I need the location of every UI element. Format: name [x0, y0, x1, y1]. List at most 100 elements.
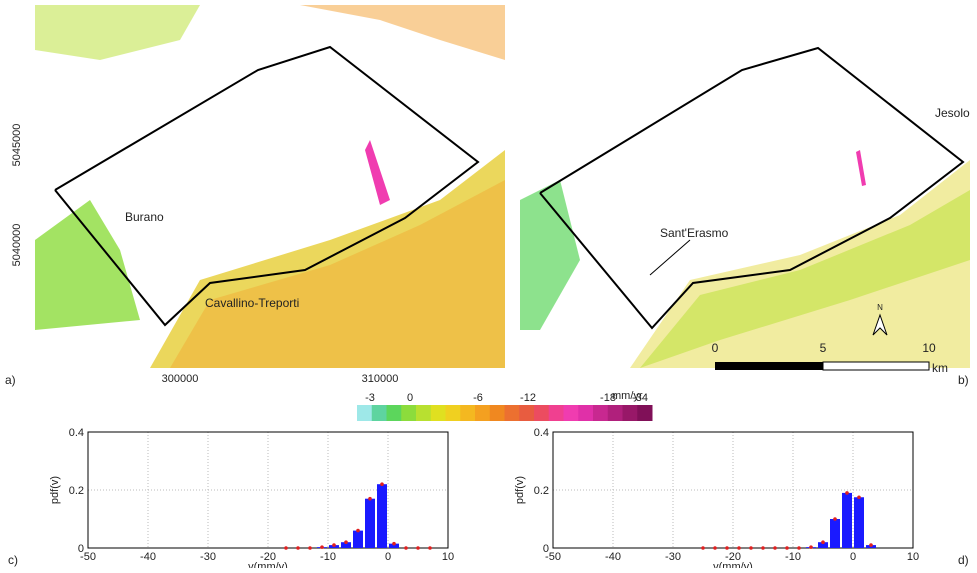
axes-frame	[552, 431, 914, 549]
bin-marker	[320, 545, 324, 549]
bar	[842, 492, 852, 548]
bin-marker	[725, 546, 729, 550]
colorbar-swatch	[534, 405, 550, 421]
panel-label: c)	[8, 553, 18, 567]
x-tick-label: 310000	[362, 373, 399, 385]
bin-marker	[713, 546, 717, 550]
panel-label: b)	[958, 373, 969, 387]
scale-label: km	[932, 361, 948, 375]
colorbar-swatch	[548, 405, 564, 421]
bin-marker	[368, 496, 372, 501]
y-tick-label: 5045000	[11, 124, 23, 167]
bin-marker	[332, 543, 336, 547]
map-a: Burano Cavallino-Treporti 5045000 504000…	[5, 2, 505, 387]
bin-marker	[701, 546, 705, 550]
colorbar-label: 0	[407, 392, 413, 404]
panel-label: d)	[958, 553, 969, 567]
y-tick-label: 0.2	[534, 485, 549, 497]
bar	[341, 542, 351, 548]
x-axis-label: v(mm/y)	[248, 561, 288, 568]
colorbar-label: -18	[600, 392, 616, 404]
colorbar-swatch	[637, 405, 653, 421]
colorbar-swatch	[416, 405, 432, 421]
colorbar-swatch	[504, 405, 520, 421]
bar	[353, 530, 363, 548]
scale-label: 5	[820, 341, 827, 355]
colorbar-swatch	[460, 405, 476, 421]
x-tick-label: 10	[442, 551, 454, 563]
bin-marker	[773, 546, 777, 550]
x-tick-label: -20	[725, 551, 741, 563]
place-label: Burano	[125, 210, 164, 224]
scale-label: 10	[922, 341, 936, 355]
bin-marker	[809, 545, 813, 549]
x-tick-label: 300000	[162, 373, 199, 385]
x-tick-label: -50	[545, 551, 561, 563]
place-label: Sant'Erasmo	[660, 226, 729, 240]
bar	[830, 519, 840, 548]
colorbar-swatch	[607, 405, 623, 421]
y-tick-label: 0	[78, 543, 84, 555]
bin-marker	[797, 546, 801, 550]
bar	[818, 542, 828, 548]
place-label: Cavallino-Treporti	[205, 296, 299, 310]
bin-marker	[404, 546, 408, 550]
colorbar-swatch	[593, 405, 609, 421]
x-tick-label: -10	[320, 551, 336, 563]
bin-marker	[344, 540, 348, 544]
x-tick-label: -40	[140, 551, 156, 563]
y-tick-label: 0	[543, 543, 549, 555]
colorbar-swatch	[371, 405, 387, 421]
map-b: Sant'Erasmo Jesolo 0 5 10 km N b)	[520, 2, 970, 387]
bin-marker	[749, 546, 753, 550]
bin-marker	[284, 546, 288, 550]
scale-label: 0	[712, 341, 719, 355]
bar	[365, 498, 375, 548]
bin-marker	[857, 495, 861, 500]
x-tick-label: -50	[80, 551, 96, 563]
x-tick-label: -10	[785, 551, 801, 563]
colorbar-label: -12	[520, 392, 536, 404]
x-axis-label: v(mm/y)	[713, 561, 753, 568]
north-label: N	[877, 303, 883, 312]
x-tick-label: 0	[385, 551, 391, 563]
colorbar-label: -6	[473, 392, 483, 404]
x-tick-label: -40	[605, 551, 621, 563]
x-tick-label: 0	[850, 551, 856, 563]
bar	[389, 543, 399, 548]
y-tick-label: 5040000	[11, 224, 23, 267]
bin-marker	[416, 546, 420, 550]
y-axis-label: pdf(v)	[514, 476, 526, 504]
panel-label: a)	[5, 373, 16, 387]
axes-frame	[87, 431, 449, 549]
bar	[377, 484, 387, 548]
bin-marker	[428, 546, 432, 550]
bin-marker	[392, 541, 396, 546]
y-axis-label: pdf(v)	[49, 476, 61, 504]
x-tick-label: -30	[200, 551, 216, 563]
x-tick-label: -30	[665, 551, 681, 563]
bin-marker	[845, 491, 849, 495]
colorbar-label: -3	[365, 392, 375, 404]
bin-marker	[821, 540, 825, 544]
bin-marker	[356, 528, 360, 533]
colorbar-swatch	[489, 405, 505, 421]
colorbar: mm/yr -3 0 -6 -12 -18 -34	[357, 390, 653, 421]
colorbar-swatch	[519, 405, 535, 421]
colorbar-swatch	[401, 405, 417, 421]
bin-marker	[833, 517, 837, 521]
bin-marker	[380, 482, 384, 487]
colorbar-swatch	[563, 405, 579, 421]
bin-marker	[296, 546, 300, 550]
bin-marker	[869, 543, 873, 547]
y-tick-label: 0.4	[534, 427, 549, 439]
colorbar-swatch	[386, 405, 402, 421]
place-label: Jesolo	[935, 106, 970, 120]
bin-marker	[308, 546, 312, 550]
colorbar-swatch	[622, 405, 638, 421]
colorbar-swatch	[357, 405, 373, 421]
y-tick-label: 0.2	[69, 485, 84, 497]
bin-marker	[785, 546, 789, 550]
colorbar-swatch	[430, 405, 446, 421]
